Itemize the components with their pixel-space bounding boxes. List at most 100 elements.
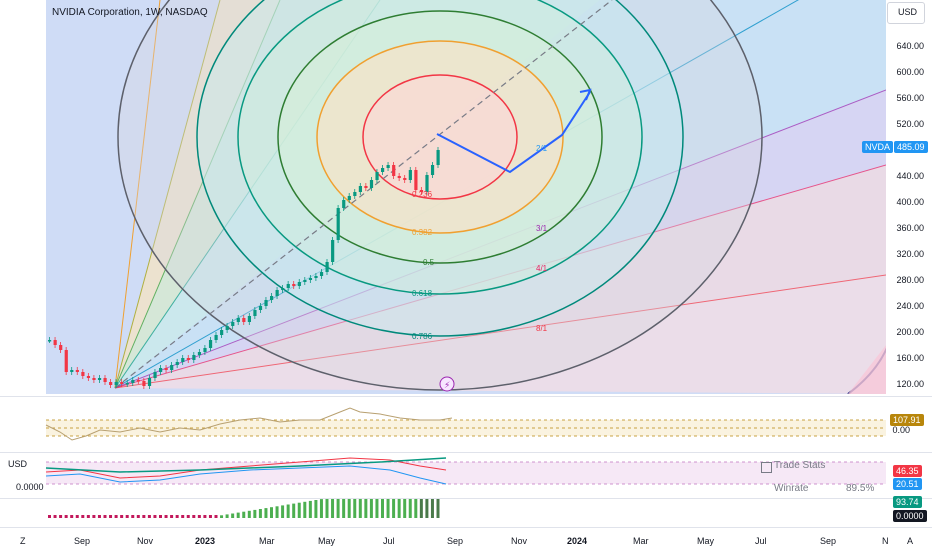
candle-body xyxy=(109,382,113,385)
fib-circle-0236[interactable] xyxy=(362,74,518,200)
histogram-bar xyxy=(242,511,246,518)
time-label: Jul xyxy=(755,536,767,546)
projection-path[interactable] xyxy=(436,91,591,174)
candle-body xyxy=(430,165,435,175)
indicator2-value-tag: 46.35 xyxy=(893,465,922,477)
candle-body xyxy=(270,296,274,300)
histogram-bar xyxy=(81,515,85,518)
candle-body xyxy=(319,272,324,276)
candle-body xyxy=(369,180,374,188)
time-label: May xyxy=(697,536,715,546)
candle-body xyxy=(375,172,379,180)
currency-selector[interactable] xyxy=(887,2,925,24)
winrate-label: Winrate xyxy=(774,483,809,494)
histogram-bar xyxy=(430,498,434,518)
candle-body xyxy=(275,290,279,296)
histogram-bar xyxy=(231,513,235,518)
indicator3-value-tag: 0.0000 xyxy=(893,510,927,522)
time-label: Sep xyxy=(820,536,837,546)
auto-scale-button[interactable]: A xyxy=(907,536,914,546)
chart-title: NVIDIA Corporation, 1W, NASDAQ xyxy=(52,7,208,18)
candle-body xyxy=(142,381,146,386)
candle-body xyxy=(336,208,340,240)
histogram-bar xyxy=(319,499,323,518)
histogram-bar xyxy=(197,515,201,518)
histogram-bar xyxy=(147,515,151,518)
candle-body xyxy=(258,306,263,310)
candle-body xyxy=(331,240,335,262)
histogram-bar xyxy=(353,498,357,518)
zoom-z-button[interactable]: Z xyxy=(20,536,26,546)
histogram-bar xyxy=(170,515,174,518)
histogram-bar xyxy=(192,515,196,518)
candle-body xyxy=(247,316,251,322)
candle-body xyxy=(292,284,296,286)
fib-label: 0.786 xyxy=(412,332,433,341)
histogram-bar xyxy=(136,515,140,518)
candle-body xyxy=(181,358,185,362)
candle-body xyxy=(425,175,429,192)
candle-body xyxy=(236,318,240,322)
time-label: Jul xyxy=(383,536,395,546)
price-label: 200.00 xyxy=(896,327,924,337)
fib-label: 0.236 xyxy=(412,190,433,199)
histogram-bar xyxy=(159,515,162,518)
pane-separator[interactable] xyxy=(0,452,932,453)
histogram-bar xyxy=(203,515,207,518)
time-label: Sep xyxy=(447,536,464,546)
price-label: 320.00 xyxy=(896,249,924,259)
histogram-bar xyxy=(436,498,440,518)
price-label: 280.00 xyxy=(896,275,924,285)
indicator2-currency: USD xyxy=(8,459,28,469)
trade-stats-checkbox-icon[interactable] xyxy=(761,462,772,473)
fib-label: 0.618 xyxy=(412,289,433,298)
candle-body xyxy=(220,330,224,335)
histogram-bar xyxy=(175,515,179,518)
candle-body xyxy=(308,278,313,280)
candle-body xyxy=(397,176,401,178)
histogram-bar xyxy=(48,515,51,518)
histogram-bar xyxy=(342,498,346,518)
pane-separator[interactable] xyxy=(0,498,932,499)
histogram-bar xyxy=(131,515,135,518)
histogram-bar xyxy=(419,498,423,518)
histogram-bar xyxy=(369,498,373,518)
histogram-bar xyxy=(397,498,401,518)
candle-body xyxy=(392,165,396,176)
histogram-bar xyxy=(392,498,396,518)
candle-body xyxy=(197,352,202,355)
indicator3-value-tag: 93.74 xyxy=(893,496,922,508)
svg-text:⚡: ⚡ xyxy=(444,381,450,391)
time-label: Nov xyxy=(137,536,154,546)
price-label: 520.00 xyxy=(896,119,924,129)
candle-body xyxy=(231,322,235,326)
price-label: 120.00 xyxy=(896,379,924,389)
histogram-bar xyxy=(75,515,79,518)
histogram-bar xyxy=(297,502,301,518)
histogram-bar xyxy=(214,515,218,518)
price-label: 360.00 xyxy=(896,223,924,233)
candle-body xyxy=(208,340,213,348)
lightning-icon[interactable] xyxy=(439,376,455,392)
pane-separator[interactable] xyxy=(0,396,932,397)
fib-label: 0.5 xyxy=(423,258,435,267)
fan-label: 3/1 xyxy=(536,224,548,233)
histogram-bar xyxy=(364,498,368,518)
candle-body xyxy=(414,170,418,190)
candle-body xyxy=(164,368,168,370)
histogram-bar xyxy=(314,500,318,518)
candle-body xyxy=(131,380,135,383)
histogram-bar xyxy=(270,507,273,518)
trade-stats-title: Trade Stats xyxy=(774,460,826,471)
candle-body xyxy=(403,178,407,180)
ticker-symbol-tag: NVDA xyxy=(862,141,894,153)
histogram-bar xyxy=(303,501,307,518)
candle-body xyxy=(92,378,96,380)
trend-line[interactable] xyxy=(114,0,613,389)
candle-body xyxy=(125,383,129,385)
candle-body xyxy=(136,380,140,382)
candle-body xyxy=(48,340,52,342)
candle-body xyxy=(97,378,102,380)
candle-body xyxy=(325,262,329,272)
